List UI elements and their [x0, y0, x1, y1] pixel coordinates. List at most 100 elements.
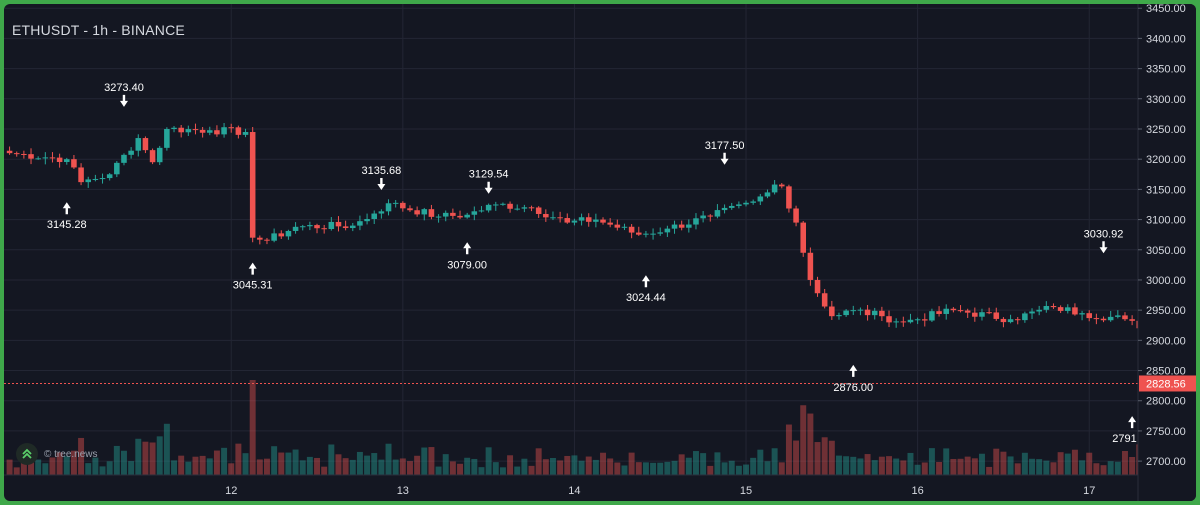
candle-body[interactable]	[571, 220, 578, 223]
candle-body[interactable]	[485, 204, 492, 211]
candle-body[interactable]	[185, 129, 192, 133]
candle-body[interactable]	[543, 213, 549, 218]
candle-body[interactable]	[643, 233, 649, 235]
candle-body[interactable]	[535, 207, 542, 214]
candle-body[interactable]	[972, 312, 978, 317]
candle-body[interactable]	[593, 219, 599, 222]
candle-body[interactable]	[1057, 307, 1064, 311]
candle-body[interactable]	[56, 157, 63, 162]
candle-body[interactable]	[886, 316, 892, 323]
candle-body[interactable]	[843, 310, 849, 316]
candle-body[interactable]	[693, 218, 699, 225]
candle-body[interactable]	[829, 306, 835, 317]
candle-body[interactable]	[1115, 315, 1121, 317]
candle-body[interactable]	[164, 128, 170, 148]
candle-body[interactable]	[564, 218, 571, 223]
candle-body[interactable]	[207, 130, 213, 133]
candle-body[interactable]	[671, 224, 678, 229]
candle-body[interactable]	[457, 215, 463, 218]
candle-body[interactable]	[1036, 309, 1042, 312]
candle-body[interactable]	[1093, 318, 1100, 320]
candle-body[interactable]	[99, 178, 106, 180]
candle-body[interactable]	[314, 225, 320, 229]
candle-body[interactable]	[421, 209, 428, 215]
candle-body[interactable]	[500, 203, 506, 205]
candle-body[interactable]	[478, 210, 485, 212]
candle-body[interactable]	[614, 224, 621, 228]
candle-body[interactable]	[385, 203, 392, 212]
candle-body[interactable]	[650, 233, 656, 235]
candle-body[interactable]	[736, 204, 742, 206]
candle-body[interactable]	[1050, 306, 1057, 308]
candle-body[interactable]	[1000, 318, 1007, 323]
candle-body[interactable]	[585, 217, 592, 222]
candle-body[interactable]	[64, 159, 70, 162]
candle-body[interactable]	[371, 213, 377, 219]
candle-body[interactable]	[557, 217, 563, 219]
candle-body[interactable]	[1014, 319, 1021, 321]
candle-body[interactable]	[600, 219, 606, 223]
candle-body[interactable]	[342, 226, 349, 229]
candle-body[interactable]	[807, 252, 814, 280]
candle-body[interactable]	[521, 207, 528, 209]
candle-body[interactable]	[636, 232, 642, 235]
candle-body[interactable]	[678, 224, 685, 228]
candle-body[interactable]	[364, 218, 370, 222]
candle-body[interactable]	[1079, 313, 1085, 315]
candle-body[interactable]	[950, 308, 957, 311]
candle-body[interactable]	[221, 127, 227, 135]
candle-body[interactable]	[728, 205, 735, 208]
candle-body[interactable]	[893, 321, 899, 323]
candle-body[interactable]	[128, 150, 134, 155]
candle-body[interactable]	[357, 221, 363, 226]
candle-body[interactable]	[771, 184, 778, 193]
candle-body[interactable]	[321, 228, 327, 230]
candle-body[interactable]	[1065, 307, 1071, 311]
candle-body[interactable]	[378, 211, 385, 214]
candle-body[interactable]	[149, 150, 156, 163]
candle-body[interactable]	[249, 132, 256, 238]
candle-body[interactable]	[914, 319, 921, 321]
candle-body[interactable]	[271, 233, 277, 241]
candle-body[interactable]	[192, 129, 199, 131]
candle-body[interactable]	[1043, 306, 1050, 310]
candle-body[interactable]	[106, 174, 113, 179]
candle-body[interactable]	[786, 186, 792, 209]
candle-body[interactable]	[285, 230, 292, 237]
candle-body[interactable]	[514, 208, 520, 210]
candle-body[interactable]	[35, 158, 41, 160]
candle-body[interactable]	[764, 192, 771, 197]
candle-body[interactable]	[235, 127, 242, 135]
candle-body[interactable]	[328, 221, 335, 230]
candle-body[interactable]	[721, 207, 728, 211]
candle-body[interactable]	[922, 319, 928, 321]
candle-body[interactable]	[900, 321, 907, 323]
candle-body[interactable]	[550, 217, 556, 219]
candle-body[interactable]	[114, 162, 120, 175]
candle-body[interactable]	[471, 211, 478, 215]
candle-body[interactable]	[307, 225, 313, 227]
candle-body[interactable]	[686, 224, 692, 228]
candle-body[interactable]	[1122, 315, 1128, 320]
candle-body[interactable]	[178, 127, 184, 133]
candle-body[interactable]	[135, 138, 142, 151]
candle-body[interactable]	[85, 179, 91, 183]
candle-body[interactable]	[857, 309, 864, 311]
candle-body[interactable]	[986, 312, 992, 314]
candle-body[interactable]	[1007, 319, 1014, 323]
candle-body[interactable]	[964, 310, 971, 313]
candle-body[interactable]	[264, 239, 270, 241]
candle-body[interactable]	[6, 150, 13, 154]
candle-body[interactable]	[450, 212, 456, 216]
candle-body[interactable]	[993, 312, 1000, 319]
candle-body[interactable]	[242, 132, 249, 135]
candle-body[interactable]	[621, 226, 628, 228]
candle-body[interactable]	[528, 207, 535, 209]
candle-body[interactable]	[1129, 319, 1135, 321]
candlestick-chart[interactable]: 3273.40 3145.28 3045.31 3135.68 3079.00 3129.…	[4, 4, 1196, 501]
candle-body[interactable]	[879, 310, 885, 317]
candle-body[interactable]	[42, 157, 49, 159]
candle-body[interactable]	[779, 184, 785, 187]
candle-body[interactable]	[121, 154, 127, 163]
candle-body[interactable]	[299, 226, 306, 228]
